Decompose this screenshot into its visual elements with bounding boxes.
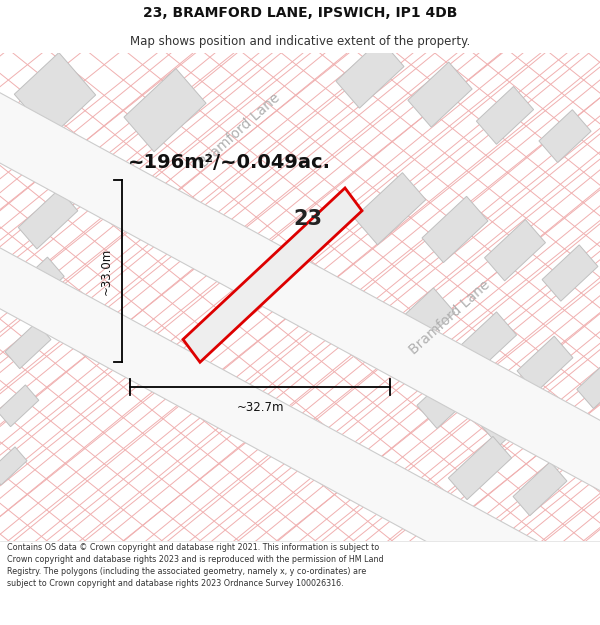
- Polygon shape: [12, 257, 64, 309]
- Text: Map shows position and indicative extent of the property.: Map shows position and indicative extent…: [130, 35, 470, 48]
- Polygon shape: [448, 436, 512, 499]
- Polygon shape: [0, 211, 600, 625]
- Polygon shape: [0, 57, 600, 527]
- Polygon shape: [476, 86, 533, 144]
- Polygon shape: [0, 385, 39, 427]
- Text: Bramford Lane: Bramford Lane: [197, 91, 283, 171]
- Polygon shape: [18, 189, 78, 249]
- Polygon shape: [18, 124, 72, 179]
- Text: ~32.7m: ~32.7m: [236, 401, 284, 414]
- Polygon shape: [408, 62, 472, 127]
- Polygon shape: [542, 245, 598, 301]
- Polygon shape: [422, 196, 488, 262]
- Polygon shape: [385, 288, 455, 357]
- Text: Contains OS data © Crown copyright and database right 2021. This information is : Contains OS data © Crown copyright and d…: [7, 543, 384, 588]
- Polygon shape: [454, 312, 517, 375]
- Polygon shape: [124, 69, 206, 152]
- Polygon shape: [354, 173, 426, 245]
- Polygon shape: [183, 188, 362, 362]
- Polygon shape: [14, 52, 95, 137]
- Polygon shape: [577, 361, 600, 409]
- Text: 23: 23: [293, 209, 323, 229]
- Polygon shape: [517, 336, 573, 392]
- Polygon shape: [480, 386, 540, 446]
- Text: ~196m²/~0.049ac.: ~196m²/~0.049ac.: [128, 152, 331, 171]
- Polygon shape: [336, 39, 404, 108]
- Polygon shape: [485, 219, 545, 281]
- Text: ~33.0m: ~33.0m: [100, 248, 113, 294]
- Text: Bramford Lane: Bramford Lane: [407, 278, 493, 358]
- Polygon shape: [539, 110, 591, 162]
- Polygon shape: [513, 462, 567, 516]
- Polygon shape: [5, 322, 51, 369]
- Text: 23, BRAMFORD LANE, IPSWICH, IP1 4DB: 23, BRAMFORD LANE, IPSWICH, IP1 4DB: [143, 6, 457, 20]
- Polygon shape: [538, 410, 592, 464]
- Polygon shape: [417, 362, 483, 429]
- Polygon shape: [0, 447, 27, 485]
